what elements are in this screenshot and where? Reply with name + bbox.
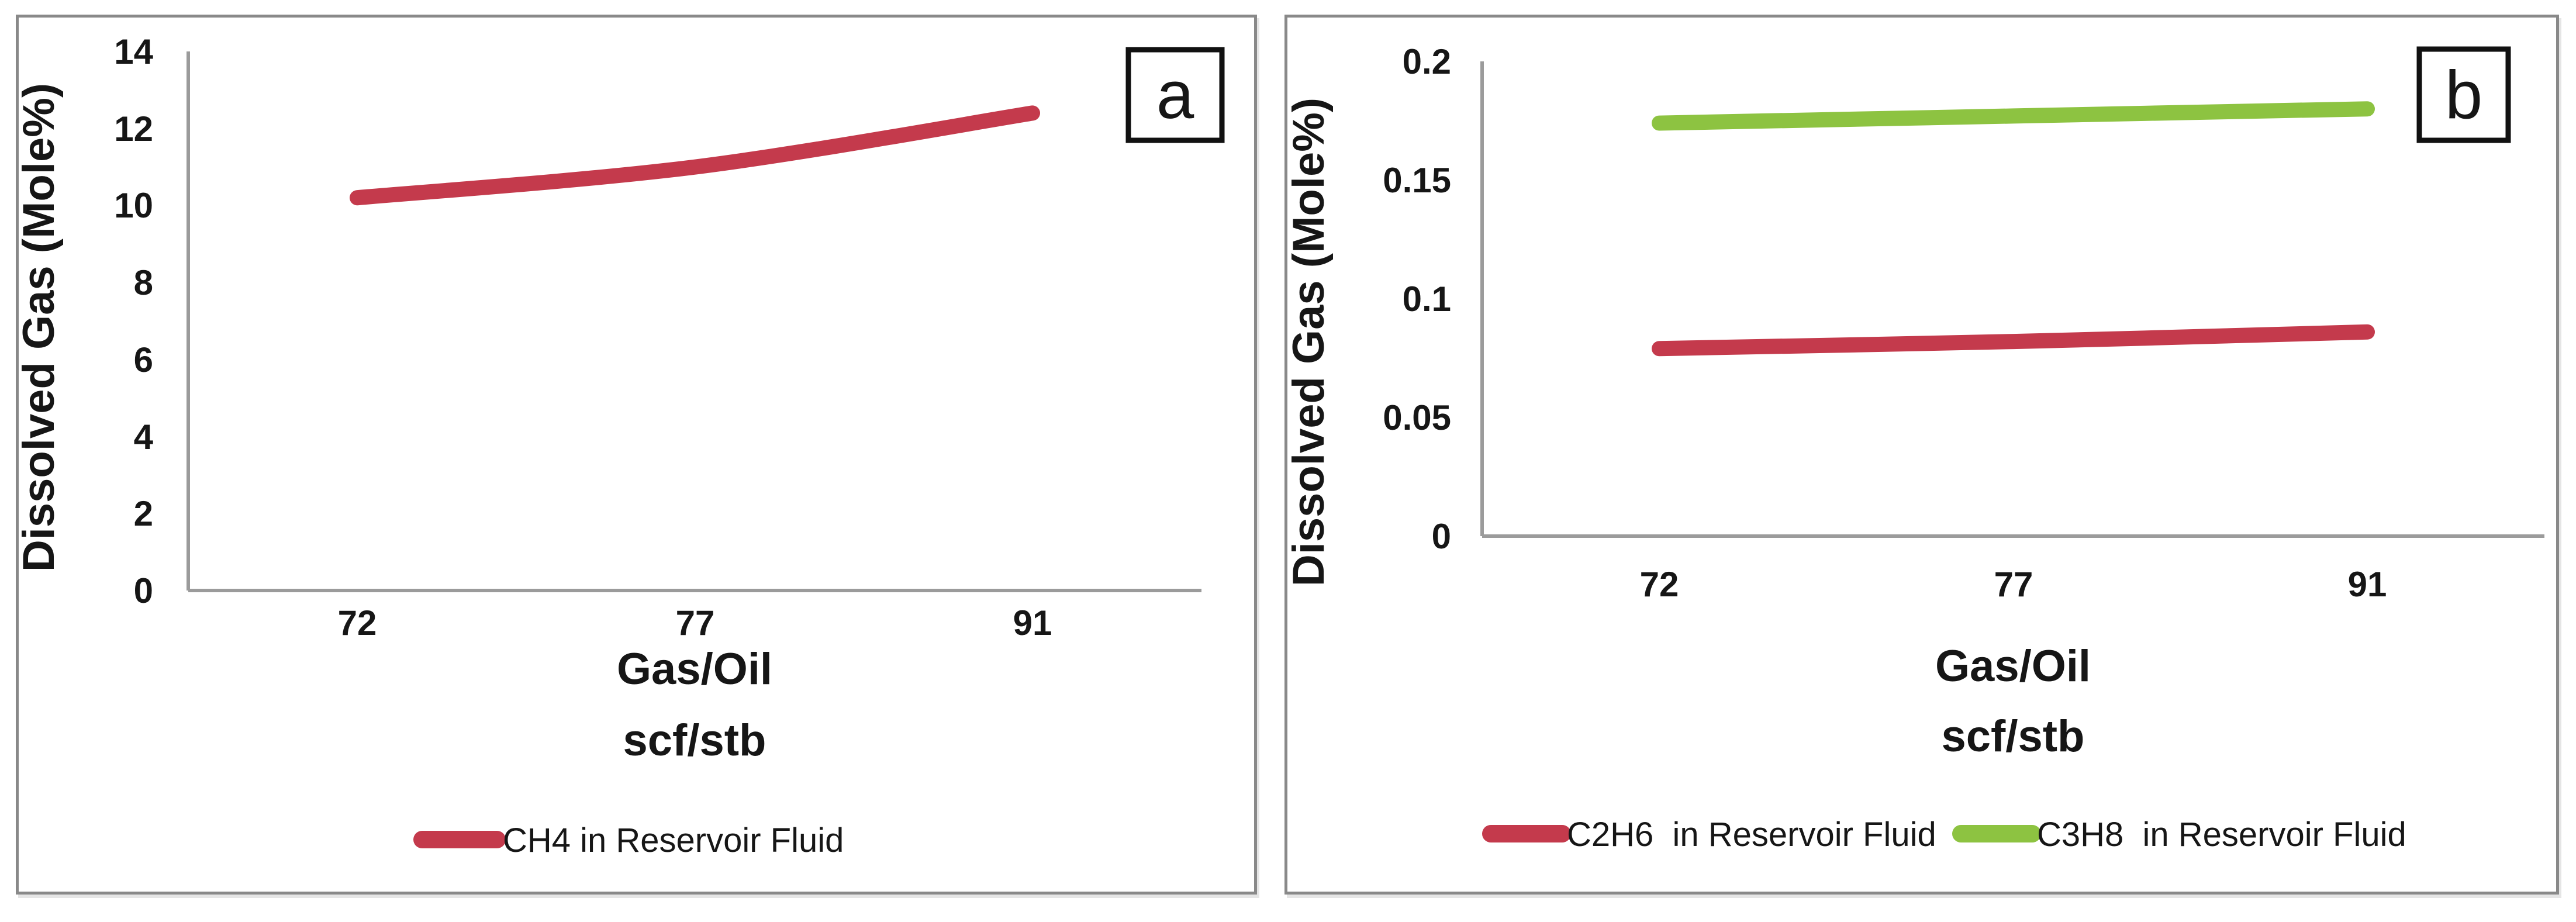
legend-label-c2h6: C2H6 in Reservoir Fluid bbox=[1567, 816, 1936, 854]
legend-label-ch4: CH4 in Reservoir Fluid bbox=[503, 821, 844, 859]
y-tick-label: 2 bbox=[134, 494, 153, 533]
y-tick-label: 4 bbox=[134, 417, 154, 457]
x-axis-title-line1: Gas/Oil bbox=[1935, 641, 2091, 691]
chart-panel-b: 0 0.05 0.1 0.15 0.2 72 77 91 Dissolved G… bbox=[1284, 15, 2559, 895]
chart-a-svg: 0 2 4 6 8 10 12 14 72 77 91 Dissolved Ga… bbox=[19, 32, 1225, 859]
chart-b-svg: 0 0.05 0.1 0.15 0.2 72 77 91 Dissolved G… bbox=[1287, 42, 2544, 854]
x-tick-label: 72 bbox=[1640, 565, 1679, 604]
y-tick-label: 14 bbox=[114, 32, 153, 71]
series-line-c3h8 bbox=[1652, 101, 2375, 131]
series-line-ch4 bbox=[350, 105, 1040, 206]
x-tick-label: 91 bbox=[2348, 565, 2387, 604]
y-axis-title: Dissolved Gas (Mole%) bbox=[19, 83, 64, 572]
chart-panel-a: 0 2 4 6 8 10 12 14 72 77 91 Dissolved Ga… bbox=[16, 15, 1257, 895]
y-tick-label: 0.15 bbox=[1383, 161, 1451, 200]
x-tick-label: 77 bbox=[676, 603, 715, 643]
x-axis-title-line2: scf/stb bbox=[1942, 712, 2085, 761]
x-axis-title-line1: Gas/Oil bbox=[617, 644, 772, 694]
y-tick-label: 0.2 bbox=[1403, 42, 1451, 81]
panel-label-a: a bbox=[1156, 57, 1194, 133]
y-tick-label: 0 bbox=[1432, 517, 1451, 556]
x-tick-label: 72 bbox=[338, 603, 377, 643]
legend-b: C2H6 in Reservoir Fluid C3H8 in Reservoi… bbox=[1482, 816, 2406, 854]
y-tick-label: 6 bbox=[134, 340, 153, 379]
y-tick-label: 0.1 bbox=[1403, 279, 1451, 319]
series-line-c2h6 bbox=[1652, 324, 2375, 357]
x-tick-label: 77 bbox=[1994, 565, 2033, 604]
y-tick-label: 12 bbox=[114, 109, 153, 149]
x-axis-title-line2: scf/stb bbox=[623, 716, 766, 765]
y-tick-label: 0 bbox=[134, 571, 153, 610]
y-tick-label: 8 bbox=[134, 263, 153, 302]
panel-label-box-b bbox=[2416, 46, 2511, 143]
legend-label-c3h8: C3H8 in Reservoir Fluid bbox=[2037, 816, 2406, 854]
panel-label-box-a bbox=[1125, 47, 1225, 143]
y-tick-label: 10 bbox=[114, 186, 153, 225]
y-axis-title: Dissolved Gas (Mole%) bbox=[1287, 98, 1334, 586]
legend-a: CH4 in Reservoir Fluid bbox=[413, 821, 844, 859]
y-tick-label: 0.05 bbox=[1383, 398, 1451, 437]
panel-label-b: b bbox=[2445, 57, 2483, 133]
x-tick-label: 91 bbox=[1013, 603, 1052, 643]
